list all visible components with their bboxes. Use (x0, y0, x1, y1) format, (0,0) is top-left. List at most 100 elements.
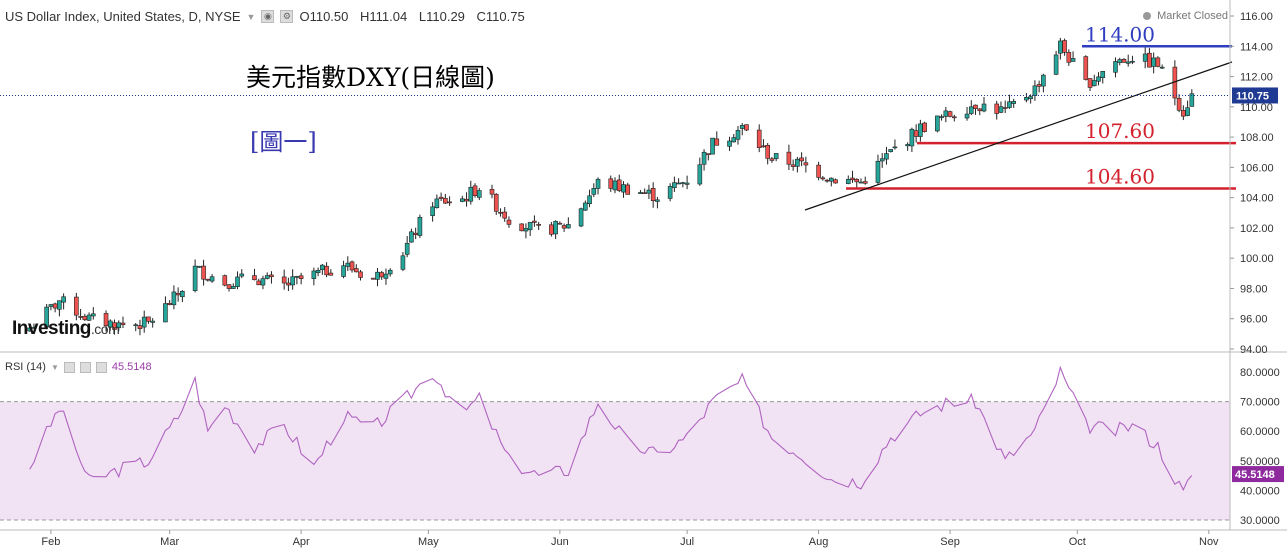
price-tick-label: 108.00 (1240, 132, 1274, 144)
candle-body (1041, 74, 1046, 87)
gear-icon[interactable]: ⚙ (280, 10, 294, 23)
annotation-title: 美元指數DXY(日線圖) (246, 63, 495, 92)
candle-body (710, 137, 715, 155)
chevron-down-icon[interactable]: ▼ (50, 362, 59, 372)
candle-body (578, 208, 584, 227)
candle-body (638, 192, 643, 194)
candle-body (557, 222, 563, 225)
candle-body (197, 265, 202, 268)
candle-body (460, 198, 465, 202)
candle-body (790, 164, 796, 167)
price-tick-label: 114.00 (1240, 41, 1273, 53)
gear-icon[interactable] (79, 361, 91, 373)
candle-body (1058, 40, 1063, 54)
chevron-down-icon[interactable]: ▼ (246, 11, 256, 22)
candle-body (816, 164, 821, 178)
candle-body (209, 276, 215, 282)
close-icon[interactable] (95, 361, 107, 373)
candle-body (230, 286, 236, 289)
candle-body (57, 300, 62, 310)
trendline (804, 61, 1233, 211)
candle-body (163, 303, 168, 323)
candle-body (773, 153, 779, 160)
candle-body (795, 158, 800, 167)
candle-body (434, 198, 440, 208)
candle-body (756, 129, 762, 148)
candle-body (952, 116, 957, 119)
candle-body (850, 177, 855, 181)
candle-body (964, 113, 970, 119)
candle-body (320, 264, 325, 270)
time-tick-label: Aug (809, 536, 829, 548)
candle-body (608, 178, 614, 189)
candle-body (430, 206, 435, 216)
eye-icon[interactable]: ◉ (261, 10, 275, 23)
candle-body (264, 275, 270, 279)
candle-body (180, 290, 185, 298)
price-tick-label: 104.00 (1240, 193, 1274, 205)
candle-body (192, 265, 198, 291)
candle-body (400, 255, 406, 270)
candle-body (52, 303, 58, 309)
candle-body (464, 198, 469, 202)
candle-body (892, 146, 898, 149)
candle-body (587, 195, 592, 205)
close-value: C110.75 (476, 9, 525, 24)
annotation-figure-label: [圖一] (250, 128, 317, 156)
rsi-label: RSI (14) (5, 361, 46, 373)
candle-body (256, 280, 262, 286)
candle-body (650, 187, 656, 202)
candle-body (968, 106, 974, 114)
eye-icon[interactable] (63, 361, 75, 373)
price-tick-label: 96.00 (1240, 314, 1268, 326)
market-status-text: Market Closed (1157, 10, 1228, 22)
candle-body (1151, 57, 1156, 67)
candle-body (404, 242, 410, 255)
candle-body (383, 273, 389, 279)
candle-body (48, 304, 54, 307)
candle-body (922, 122, 927, 132)
candle-body (553, 221, 558, 235)
candle-body (133, 324, 139, 327)
candle-body (498, 211, 503, 214)
candle-body (935, 115, 940, 132)
candle-body (527, 222, 533, 230)
candle-body (502, 211, 508, 219)
candle-body (549, 224, 554, 235)
high-value: H111.04 (360, 9, 408, 24)
candle-body (370, 277, 376, 280)
investing-logo: Investing.com (12, 318, 120, 340)
candle-body (1121, 58, 1127, 63)
level-label: 107.60 (1085, 119, 1155, 143)
candle-body (595, 178, 601, 189)
candle-body (493, 194, 499, 212)
candle-body (612, 180, 618, 191)
candle-body (409, 231, 414, 243)
candle-body (379, 272, 385, 278)
candle-body (676, 182, 681, 185)
candle-body (413, 232, 418, 235)
candle-body (1185, 107, 1190, 116)
candle-body (146, 316, 151, 322)
candle-body (655, 199, 660, 202)
candle-body (1117, 59, 1123, 63)
candle-body (667, 186, 673, 199)
candle-body (468, 187, 474, 202)
candle-body (387, 269, 393, 275)
candle-body (854, 178, 860, 183)
current-price-badge (1232, 87, 1278, 104)
logo-text: Investing (12, 318, 91, 339)
candle-body (714, 138, 720, 146)
candle-body (977, 108, 983, 112)
candle-body (1142, 53, 1148, 62)
time-tick-label: Nov (1199, 536, 1219, 548)
current-price-label: 110.75 (1236, 90, 1269, 102)
price-tick-label: 100.00 (1240, 253, 1274, 265)
candle-body (345, 262, 351, 267)
candle-body (1087, 78, 1093, 88)
candle-body (281, 276, 287, 284)
candle-body (701, 151, 707, 165)
candle-body (684, 182, 690, 185)
candle-body (91, 313, 96, 317)
